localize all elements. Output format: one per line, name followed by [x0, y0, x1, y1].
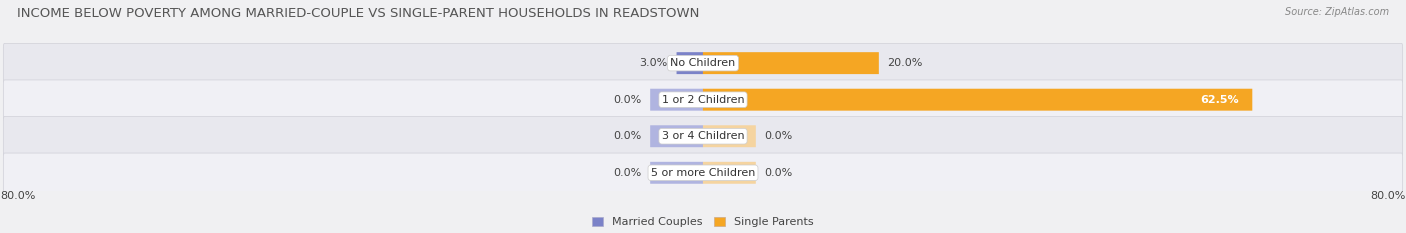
Text: 20.0%: 20.0% [887, 58, 922, 68]
Text: 80.0%: 80.0% [0, 191, 35, 201]
Text: No Children: No Children [671, 58, 735, 68]
Text: 0.0%: 0.0% [613, 131, 641, 141]
Text: 3.0%: 3.0% [640, 58, 668, 68]
FancyBboxPatch shape [3, 43, 1403, 83]
FancyBboxPatch shape [3, 80, 1403, 120]
Text: 80.0%: 80.0% [1371, 191, 1406, 201]
Text: 3 or 4 Children: 3 or 4 Children [662, 131, 744, 141]
FancyBboxPatch shape [703, 162, 756, 184]
FancyBboxPatch shape [650, 89, 703, 111]
FancyBboxPatch shape [650, 162, 703, 184]
FancyBboxPatch shape [676, 52, 703, 74]
Text: 5 or more Children: 5 or more Children [651, 168, 755, 178]
Text: Source: ZipAtlas.com: Source: ZipAtlas.com [1285, 7, 1389, 17]
Text: 1 or 2 Children: 1 or 2 Children [662, 95, 744, 105]
FancyBboxPatch shape [703, 89, 1253, 111]
Text: 0.0%: 0.0% [765, 131, 793, 141]
FancyBboxPatch shape [703, 52, 879, 74]
Text: 0.0%: 0.0% [765, 168, 793, 178]
FancyBboxPatch shape [703, 125, 756, 147]
Legend: Married Couples, Single Parents: Married Couples, Single Parents [592, 217, 814, 227]
Text: 62.5%: 62.5% [1201, 95, 1239, 105]
FancyBboxPatch shape [3, 116, 1403, 156]
Text: 0.0%: 0.0% [613, 95, 641, 105]
Text: 0.0%: 0.0% [613, 168, 641, 178]
FancyBboxPatch shape [650, 125, 703, 147]
Text: INCOME BELOW POVERTY AMONG MARRIED-COUPLE VS SINGLE-PARENT HOUSEHOLDS IN READSTO: INCOME BELOW POVERTY AMONG MARRIED-COUPL… [17, 7, 699, 20]
FancyBboxPatch shape [3, 153, 1403, 192]
